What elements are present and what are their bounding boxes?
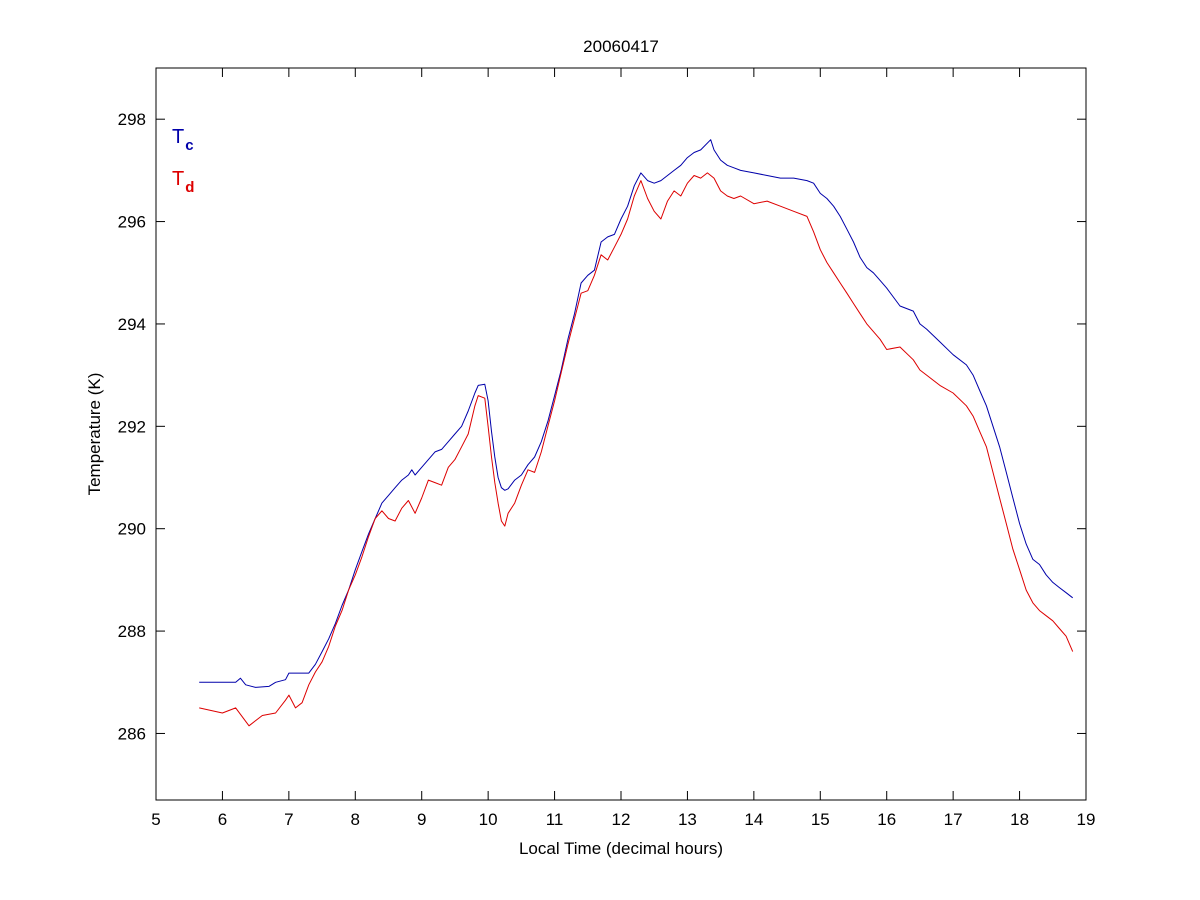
x-tick-label: 9 bbox=[417, 810, 426, 829]
x-tick-label: 14 bbox=[744, 810, 763, 829]
legend-subscript: d bbox=[185, 179, 194, 196]
series-line-d bbox=[199, 172, 1074, 727]
x-axis-ticks: 5 6 7 8 9 10 11 12 13 14 15 16 17 18 19 bbox=[151, 68, 1095, 829]
x-tick-label: 15 bbox=[811, 810, 830, 829]
legend-entry-c: Tc bbox=[172, 126, 194, 154]
y-axis-ticks: 286 288 290 292 294 296 298 bbox=[118, 110, 1086, 743]
x-tick-label: 13 bbox=[678, 810, 697, 829]
x-tick-label: 17 bbox=[944, 810, 963, 829]
x-tick-label: 19 bbox=[1077, 810, 1096, 829]
x-tick-label: 7 bbox=[284, 810, 293, 829]
legend-subscript: c bbox=[185, 137, 193, 154]
chart-title: 20060417 bbox=[583, 37, 659, 56]
x-tick-label: 11 bbox=[546, 810, 564, 829]
plot-area bbox=[155, 67, 1087, 801]
x-tick-label: 18 bbox=[1010, 810, 1029, 829]
y-tick-label: 296 bbox=[118, 213, 146, 232]
x-tick-label: 12 bbox=[612, 810, 631, 829]
y-axis-label: Temperature (K) bbox=[85, 373, 104, 496]
x-tick-label: 10 bbox=[479, 810, 498, 829]
legend-entry-d: Td bbox=[172, 168, 194, 196]
y-tick-label: 292 bbox=[118, 417, 146, 436]
y-tick-label: 286 bbox=[118, 724, 146, 743]
y-tick-label: 288 bbox=[118, 622, 146, 641]
legend-symbol: T bbox=[172, 168, 184, 190]
x-tick-label: 6 bbox=[218, 810, 227, 829]
x-axis-label: Local Time (decimal hours) bbox=[519, 839, 723, 858]
y-tick-label: 298 bbox=[118, 110, 146, 129]
legend-symbol: T bbox=[172, 126, 184, 148]
series-layer bbox=[199, 139, 1074, 727]
x-tick-label: 16 bbox=[877, 810, 896, 829]
y-tick-label: 290 bbox=[118, 520, 146, 539]
x-tick-label: 8 bbox=[351, 810, 360, 829]
x-tick-label: 5 bbox=[151, 810, 160, 829]
y-tick-label: 294 bbox=[118, 315, 146, 334]
